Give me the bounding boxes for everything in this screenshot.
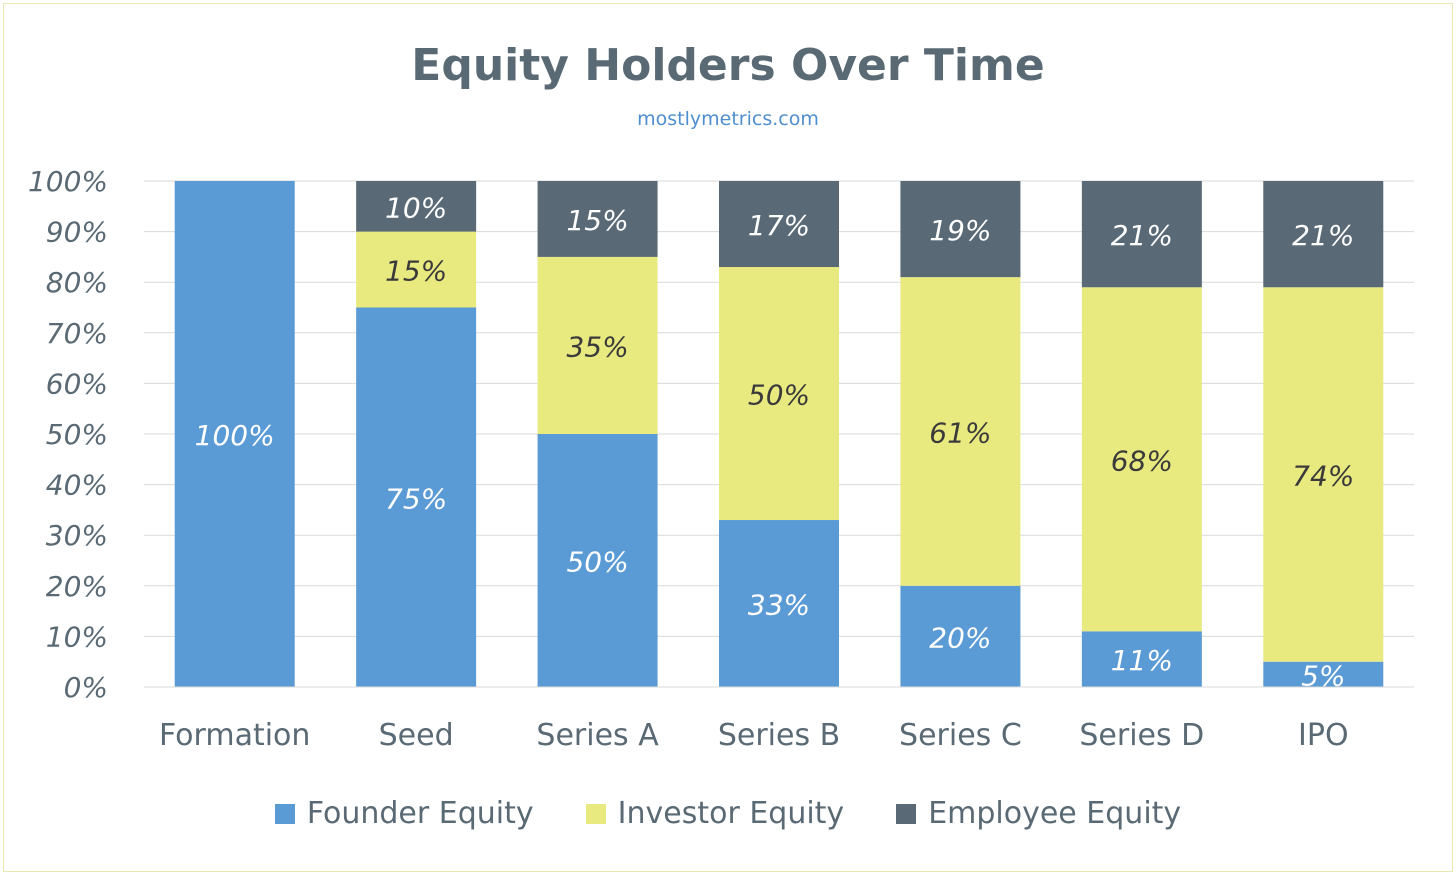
legend-swatch bbox=[585, 803, 606, 824]
bar-segment bbox=[900, 277, 1021, 586]
bar-segment bbox=[356, 307, 477, 687]
data-label: 21% bbox=[1111, 219, 1173, 252]
bar-segment bbox=[356, 231, 477, 308]
y-tick-label: 10% bbox=[46, 620, 108, 653]
legend-swatch bbox=[896, 803, 917, 824]
y-tick-label: 90% bbox=[46, 216, 108, 249]
chart-title: Equity Holders Over Time bbox=[411, 40, 1045, 91]
bar-segment bbox=[1263, 181, 1384, 288]
y-tick-label: 50% bbox=[46, 418, 108, 451]
bar-segment bbox=[719, 520, 839, 687]
bar-segment bbox=[1081, 631, 1202, 687]
data-label: 19% bbox=[929, 214, 991, 247]
chart-frame: Equity Holders Over Time mostlymetrics.c… bbox=[3, 3, 1453, 872]
data-label: 20% bbox=[929, 621, 991, 654]
data-label: 10% bbox=[385, 191, 447, 224]
legend: Founder Equity Investor Equity Employee Eq… bbox=[4, 796, 1452, 831]
bar-segment bbox=[537, 256, 658, 434]
bar-segment bbox=[1081, 287, 1202, 632]
bar-segment bbox=[174, 181, 295, 687]
data-label: 61% bbox=[929, 416, 991, 449]
legend-item: Investor Equity bbox=[585, 796, 845, 831]
bar-segment bbox=[900, 181, 1021, 278]
y-tick-label: 70% bbox=[46, 317, 108, 350]
bar-segment bbox=[356, 181, 477, 232]
legend-swatch bbox=[274, 803, 295, 824]
x-tick-label: Seed bbox=[379, 718, 454, 753]
legend-label: Employee Equity bbox=[928, 796, 1182, 831]
y-tick-label: 20% bbox=[46, 570, 108, 603]
data-label: 11% bbox=[1111, 644, 1173, 677]
data-label: 74% bbox=[1292, 459, 1354, 492]
chart-subtitle: mostlymetrics.com bbox=[637, 108, 819, 130]
bar-segment bbox=[1263, 661, 1384, 687]
data-label: 33% bbox=[748, 589, 810, 622]
data-label: 100% bbox=[195, 419, 275, 452]
x-tick-label: Series A bbox=[536, 718, 659, 753]
y-tick-label: 30% bbox=[46, 519, 108, 552]
y-tick-label: 100% bbox=[28, 165, 108, 198]
data-label: 50% bbox=[566, 546, 628, 579]
data-label: 75% bbox=[385, 482, 447, 515]
x-tick-label: Series D bbox=[1079, 718, 1204, 753]
x-tick-label: Series C bbox=[899, 718, 1022, 753]
plot-area: 0% 10% 20% 30% 40% 50% 60% 70% 80% 90% 100% 100% For… bbox=[28, 165, 1414, 753]
data-label: 50% bbox=[748, 379, 810, 412]
bar-segment bbox=[537, 434, 658, 687]
data-label: 68% bbox=[1111, 444, 1173, 477]
x-tick-label: Series B bbox=[718, 718, 840, 753]
data-label: 21% bbox=[1292, 219, 1354, 252]
y-tick-label: 60% bbox=[46, 367, 108, 400]
bar-segment bbox=[1081, 181, 1202, 288]
y-tick-label: 0% bbox=[64, 671, 108, 704]
legend-item: Employee Equity bbox=[896, 796, 1181, 831]
bar-segment bbox=[537, 181, 658, 257]
legend-item: Founder Equity bbox=[274, 796, 534, 831]
data-label: 17% bbox=[748, 209, 810, 242]
data-label: 15% bbox=[385, 255, 447, 288]
x-tick-label: Formation bbox=[159, 718, 310, 753]
data-label: 35% bbox=[566, 330, 628, 363]
bar-segment bbox=[719, 181, 839, 268]
x-tick-label: IPO bbox=[1298, 718, 1349, 753]
bar-segment bbox=[719, 267, 839, 521]
bar-segment bbox=[900, 585, 1021, 687]
bar-segment bbox=[1263, 287, 1384, 662]
data-label: 15% bbox=[566, 204, 628, 237]
y-tick-label: 40% bbox=[46, 469, 108, 502]
legend-label: Investor Equity bbox=[617, 796, 845, 831]
legend-label: Founder Equity bbox=[306, 796, 534, 831]
y-tick-label: 80% bbox=[46, 266, 108, 299]
